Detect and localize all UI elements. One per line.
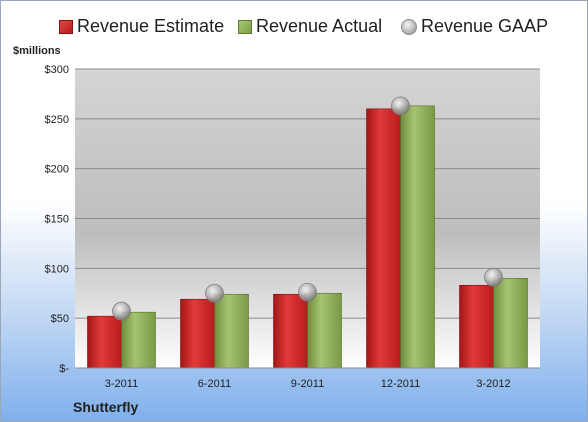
y-tick-label: $50 xyxy=(51,313,69,325)
x-tick-label: 3-2011 xyxy=(105,378,138,390)
actual-bar xyxy=(214,293,249,369)
actual-bar xyxy=(307,292,342,369)
estimate-bar xyxy=(459,284,494,369)
estimate-bar xyxy=(180,298,215,369)
gaap-marker xyxy=(391,96,410,116)
x-axis-ticks: 3-2011 6-2011 9-2011 12-2011 3-2012 xyxy=(105,378,511,390)
legend: Revenue Estimate Revenue Actual Revenue … xyxy=(1,16,587,42)
actual-bar xyxy=(493,277,528,369)
y-tick-label: $300 xyxy=(45,64,69,76)
actual-bar xyxy=(121,311,156,369)
legend-label-gaap: Revenue GAAP xyxy=(421,16,549,36)
actual-swatch-icon xyxy=(238,19,252,34)
gaap-marker xyxy=(298,282,317,302)
y-tick-label: $250 xyxy=(45,114,69,126)
legend-label-estimate: Revenue Estimate xyxy=(77,16,225,36)
legend-item-actual: Revenue Actual xyxy=(238,16,382,37)
x-tick-label: 12-2011 xyxy=(381,378,421,390)
gaap-marker-icon xyxy=(401,18,417,35)
y-tick-label: $100 xyxy=(45,263,69,275)
x-tick-label: 3-2012 xyxy=(476,378,510,390)
legend-item-estimate: Revenue Estimate xyxy=(59,16,224,37)
company-name: Shutterfly xyxy=(73,399,139,415)
gaap-markers xyxy=(112,96,503,321)
bars xyxy=(87,105,528,369)
estimate-swatch-icon xyxy=(59,19,73,34)
y-tick-label: $- xyxy=(59,363,69,375)
actual-bar xyxy=(400,105,435,369)
x-tick-label: 6-2011 xyxy=(198,378,231,390)
legend-item-gaap: Revenue GAAP xyxy=(401,16,548,37)
legend-label-actual: Revenue Actual xyxy=(256,16,383,36)
estimate-bar xyxy=(366,108,401,369)
y-tick-label: $150 xyxy=(45,214,69,226)
estimate-bar xyxy=(273,293,308,369)
gaap-marker xyxy=(112,301,131,321)
gaap-marker xyxy=(484,267,503,287)
y-tick-label: $200 xyxy=(45,164,69,176)
x-tick-label: 9-2011 xyxy=(291,378,324,390)
gaap-marker xyxy=(205,283,224,303)
units-label: $millions xyxy=(13,45,61,57)
y-axis-ticks: $- $50 $100 $150 $200 $250 $300 xyxy=(45,64,70,375)
estimate-bar xyxy=(87,315,122,369)
gridlines xyxy=(75,68,540,319)
